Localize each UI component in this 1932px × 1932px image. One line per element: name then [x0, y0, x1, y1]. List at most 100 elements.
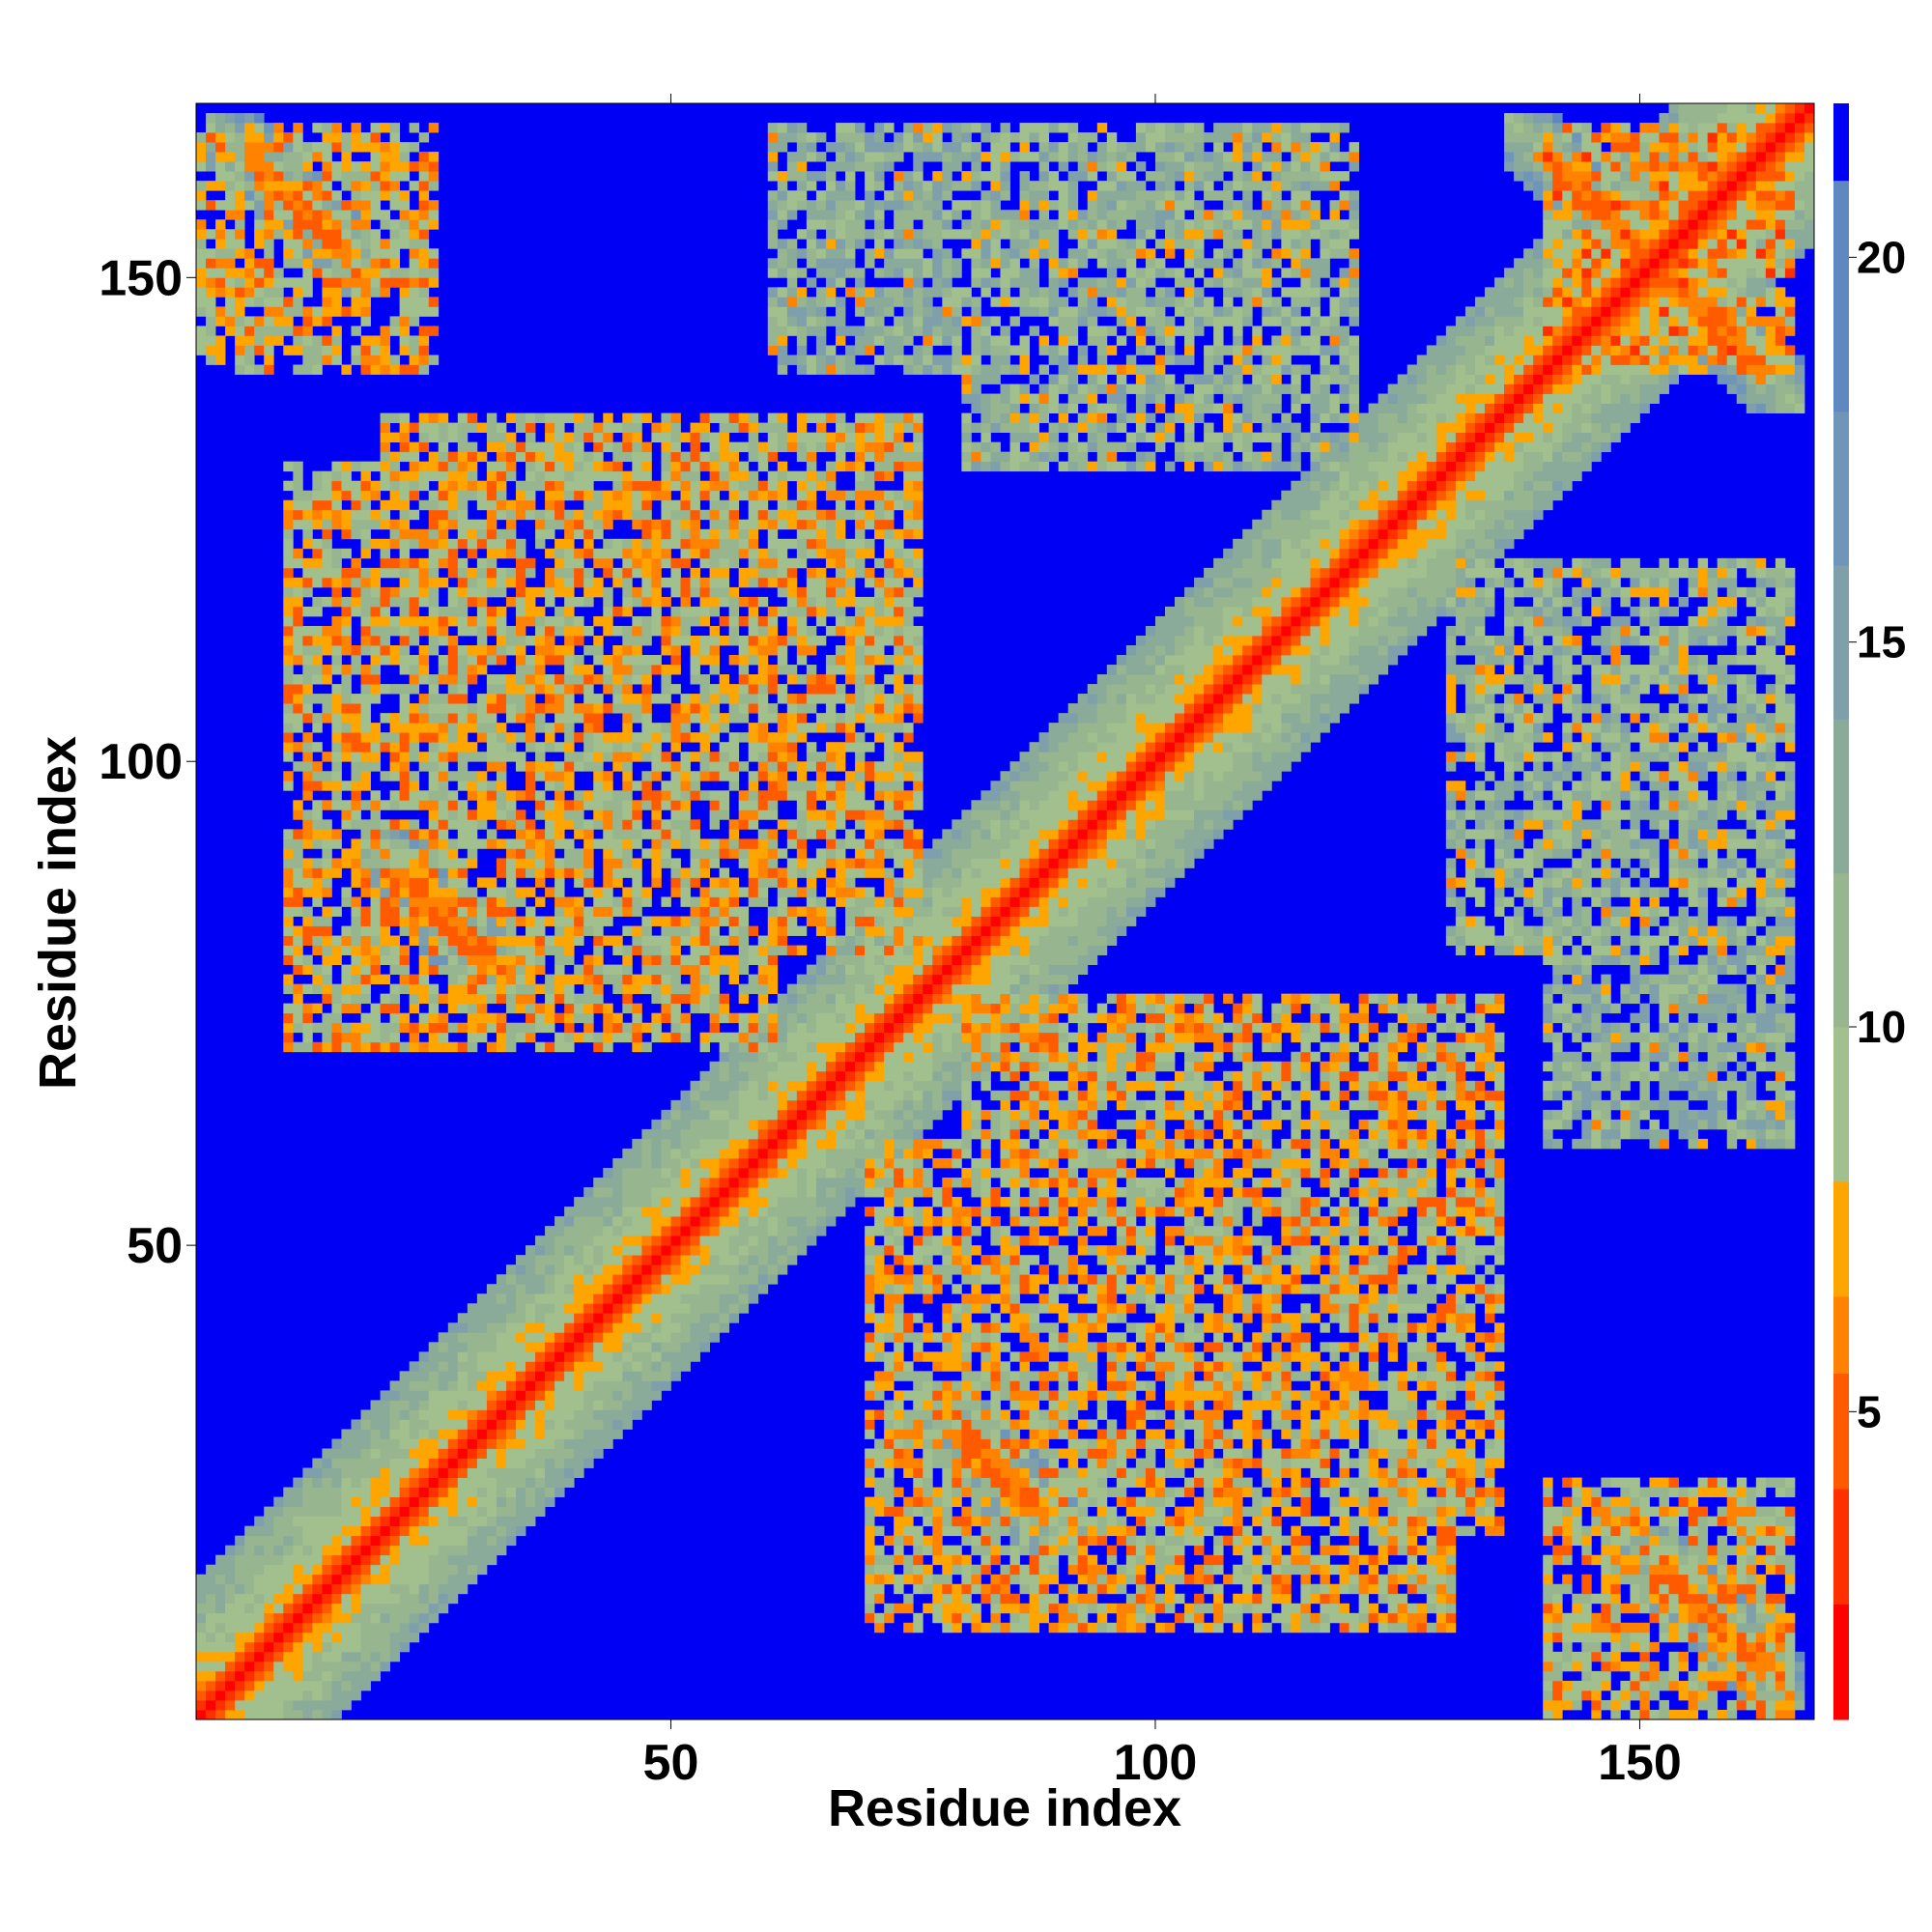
heatmap-cell: [351, 1574, 361, 1585]
heatmap-cell: [786, 1216, 798, 1227]
heatmap-cell: [690, 1313, 700, 1323]
heatmap-cell: [399, 1012, 411, 1024]
heatmap-cell: [670, 509, 681, 521]
heatmap-cell: [515, 606, 526, 617]
heatmap-cell: [225, 1641, 236, 1653]
heatmap-cell: [467, 470, 478, 482]
heatmap-cell: [254, 1525, 265, 1537]
heatmap-cell: [486, 983, 497, 995]
heatmap-cell: [651, 1226, 662, 1236]
heatmap-cell: [670, 1293, 681, 1304]
heatmap-cell: [254, 277, 265, 288]
heatmap-cell: [593, 548, 604, 559]
heatmap-cell: [632, 1022, 642, 1034]
heatmap-cell: [476, 993, 488, 1005]
heatmap-cell: [622, 896, 633, 907]
heatmap-cell: [622, 490, 633, 501]
heatmap-cell: [564, 723, 575, 733]
heatmap-cell: [709, 1109, 721, 1121]
heatmap-cell: [622, 645, 633, 656]
heatmap-cell: [486, 1496, 497, 1508]
heatmap-cell: [351, 1458, 361, 1468]
heatmap-cell: [293, 200, 303, 211]
heatmap-cell: [505, 567, 517, 579]
heatmap-cell: [632, 867, 642, 878]
heatmap-cell: [225, 1564, 236, 1576]
heatmap-cell: [690, 1322, 700, 1333]
heatmap-cell: [526, 1264, 536, 1275]
heatmap-cell: [380, 161, 390, 172]
heatmap-cell: [206, 335, 216, 346]
heatmap-cell: [331, 1438, 342, 1449]
heatmap-cell: [370, 161, 381, 172]
heatmap-cell: [670, 1197, 681, 1208]
heatmap-cell: [680, 625, 691, 637]
heatmap-cell: [515, 577, 526, 588]
heatmap-cell: [331, 470, 342, 482]
heatmap-cell: [283, 316, 294, 327]
heatmap-cell: [322, 1680, 332, 1691]
heatmap-cell: [515, 1284, 526, 1294]
heatmap-cell: [699, 1245, 710, 1256]
heatmap-cell: [438, 480, 449, 492]
heatmap-cell: [312, 761, 323, 772]
heatmap-cell: [380, 422, 390, 434]
heatmap-cell: [680, 1245, 691, 1256]
heatmap-cell: [370, 838, 381, 849]
heatmap-cell: [612, 761, 623, 772]
heatmap-cell: [767, 848, 779, 859]
heatmap-cell: [505, 1419, 517, 1430]
heatmap-cell: [535, 1245, 546, 1256]
heatmap-cell: [526, 1380, 536, 1391]
heatmap-cell: [728, 461, 740, 472]
heatmap-cell: [418, 229, 430, 240]
heatmap-cell: [526, 412, 536, 423]
heatmap-cell: [748, 1012, 759, 1024]
heatmap-cell: [380, 829, 390, 839]
heatmap-cell: [370, 480, 381, 492]
heatmap-cell: [583, 1419, 594, 1430]
heatmap-cell: [322, 567, 332, 579]
heatmap-cell: [574, 1342, 584, 1352]
heatmap-cell: [564, 461, 575, 472]
heatmap-cell: [777, 1099, 788, 1111]
heatmap-cell: [457, 993, 469, 1005]
heatmap-cell: [312, 229, 323, 240]
heatmap-cell: [574, 461, 584, 472]
heatmap-cell: [670, 713, 681, 724]
heatmap-cell: [564, 1264, 575, 1275]
heatmap-cell: [728, 1274, 740, 1285]
heatmap-cell: [767, 1051, 779, 1063]
heatmap-cell: [641, 771, 652, 781]
heatmap-cell: [728, 761, 740, 772]
heatmap-cell: [438, 964, 449, 976]
heatmap-cell: [622, 732, 633, 743]
heatmap-cell: [641, 625, 652, 637]
heatmap-cell: [680, 499, 691, 511]
heatmap-cell: [457, 470, 469, 482]
heatmap-cell: [574, 1012, 584, 1024]
heatmap-cell: [235, 1574, 245, 1585]
heatmap-cell: [622, 509, 633, 521]
heatmap-cell: [786, 916, 798, 926]
heatmap-cell: [632, 781, 642, 791]
heatmap-cell: [545, 1351, 555, 1362]
heatmap-cell: [526, 713, 536, 724]
heatmap-cell: [399, 655, 411, 666]
heatmap-cell: [748, 1061, 759, 1072]
heatmap-cell: [341, 461, 352, 472]
heatmap-cell: [709, 1264, 721, 1275]
heatmap-cell: [641, 684, 652, 695]
heatmap-cell: [564, 1012, 575, 1024]
heatmap-cell: [632, 877, 642, 888]
heatmap-cell: [515, 567, 526, 579]
heatmap-cell: [709, 577, 721, 588]
heatmap-cell: [196, 1574, 207, 1585]
heatmap-cell: [486, 645, 497, 656]
heatmap-cell: [244, 277, 255, 288]
heatmap-cell: [728, 1293, 740, 1304]
heatmap-cell: [496, 432, 507, 443]
heatmap-cell: [418, 528, 430, 540]
heatmap-cell: [622, 1400, 633, 1410]
heatmap-cell: [670, 703, 681, 714]
